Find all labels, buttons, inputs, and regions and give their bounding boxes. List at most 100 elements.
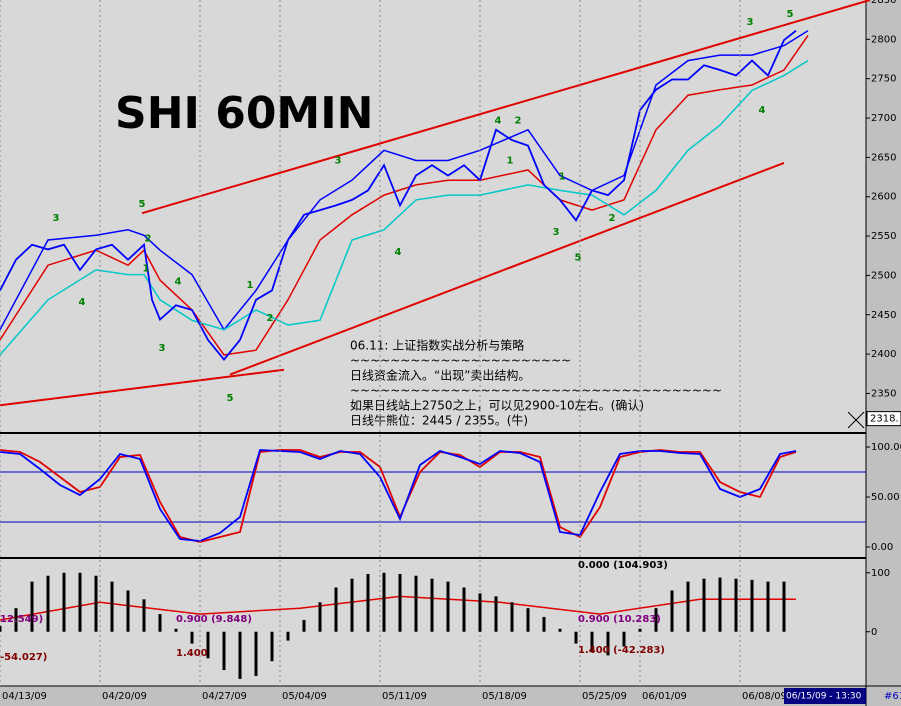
note-text: 如果日线站上2750之上，可以见2900-10左右。(确认) [350,398,644,413]
series-line [0,29,797,362]
histogram-bar [446,581,450,632]
wave-label: 1 [143,263,150,274]
close-icon[interactable] [847,411,865,429]
y-tick-label: 2350 [871,388,896,399]
histogram-bar [0,625,2,632]
x-tick-label: 05/25/09 [582,691,627,702]
wave-label: 2 [145,233,152,244]
wave-label: 4 [175,277,182,288]
histogram-bar [94,575,98,632]
histogram-bar [590,631,594,653]
histogram-bar [126,590,130,632]
histogram-bar [430,578,434,632]
plot-bg [0,0,866,686]
histogram-bar [414,575,418,632]
histogram-bar [46,575,50,632]
histogram-bar [382,572,386,632]
histogram-bar [622,631,626,647]
histogram-bar [462,587,466,632]
histogram-bar [782,581,786,632]
chart-title: SHI 60MIN [115,88,373,139]
series-line [229,161,785,376]
x-tick-label: 04/20/09 [102,691,147,702]
histogram-bar [286,631,290,641]
histogram-bar [238,631,242,679]
wave-label: 4 [395,247,402,258]
indicator-label: 0.900 (10.283) [578,614,661,625]
histogram-bar [654,608,658,632]
histogram-bar [206,631,210,659]
histogram-bar [670,590,674,632]
date-bar [0,686,866,706]
histogram-bar [398,573,402,632]
histogram-bar [558,628,562,632]
wave-label: 4 [759,105,766,116]
y-tick-label: 2800 [871,34,896,45]
indicator-label: -54.027) [0,652,47,663]
histogram-bar [302,619,306,632]
wave-label: 4 [495,115,502,126]
y-tick-label: 2600 [871,192,896,203]
wave-label: 5 [787,9,794,20]
y-tick-label: 2550 [871,231,896,242]
y-tick-label: 2850 [871,0,896,6]
series-line [0,368,285,407]
histogram-bar [494,596,498,632]
wave-label: 1 [507,156,514,167]
indicator-label: 1.400 (-42.283) [578,645,665,656]
wave-label: 2 [515,115,522,126]
y-tick-label: 2400 [871,349,896,360]
current-label: 06/15/09 - 13:30 [786,692,862,702]
x-tick-label: 06/01/09 [642,691,687,702]
histogram-bar [510,602,514,632]
wave-label: 1 [559,171,566,182]
y-tick-label: 2700 [871,113,896,124]
histogram-bar [110,581,114,632]
price-tag [866,411,901,427]
histogram-bar [190,631,194,644]
note-text: 06.11: 上证指数实战分析与策略 [350,338,524,353]
current-bg [784,688,866,704]
histogram-bar [174,628,178,632]
indicator-label: 1.400 [176,648,208,659]
histogram-bar [62,572,66,632]
y-tick-label: 2650 [871,152,896,163]
wave-label: 5 [227,393,234,404]
histogram-bar [526,608,530,632]
wave-label: 1 [247,280,254,291]
wave-label: 3 [159,343,166,354]
axis-bg [866,0,901,706]
histogram-bar [686,581,690,632]
indicator-label: 0.900 (9.848) [176,614,252,625]
histogram-bar [766,581,770,632]
histogram-bar [334,587,338,632]
histogram-bar [702,578,706,632]
y-tick-label: 0 [871,627,877,638]
y-tick-label: 2500 [871,270,896,281]
y-tick-label: 100 [871,568,890,579]
x-tick-label: 05/04/09 [282,691,327,702]
histogram-bar [222,631,226,671]
histogram-bar [366,573,370,632]
histogram-bar [318,602,322,632]
histogram-bar [718,577,722,632]
wave-label: 5 [139,199,146,210]
note-text: ~~~~~~~~~~~~~~~~~~~~~~ [350,354,571,368]
histogram-bar [542,617,546,632]
wave-label: 3 [747,17,754,28]
histogram-bar [478,593,482,632]
note-text: 日线牛熊位：2445 / 2355。(牛) [350,413,528,428]
x-tick-label: 04/27/09 [202,691,247,702]
series-line [141,0,871,215]
y-tick-label: 100.00 [871,442,901,453]
y-tick-label: 2750 [871,74,896,85]
histogram-bar [574,631,578,644]
histogram-bar [638,628,642,632]
wave-label: 5 [575,252,582,263]
x-tick-label: 04/13/09 [2,691,47,702]
wave-label: 3 [553,227,560,238]
x-tick-label: 05/11/09 [382,691,427,702]
wave-label: 3 [335,156,342,167]
note-text: 日线资金流入。“出现”卖出结构。 [350,368,530,383]
